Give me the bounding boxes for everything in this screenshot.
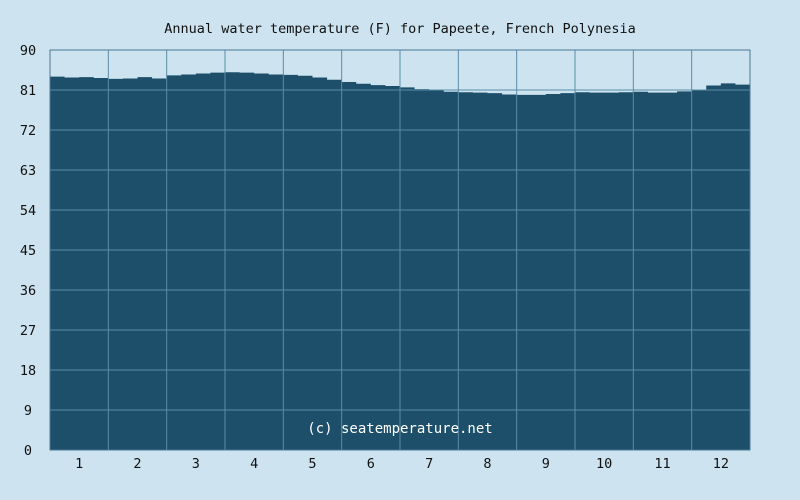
y-tick-label: 54 [20, 203, 36, 219]
x-tick-label: 6 [367, 456, 375, 472]
y-tick-label: 63 [20, 163, 36, 179]
x-tick-label: 10 [596, 456, 612, 472]
x-tick-label: 11 [654, 456, 670, 472]
x-tick-label: 7 [425, 456, 433, 472]
y-tick-label: 90 [20, 43, 36, 59]
x-tick-label: 5 [308, 456, 316, 472]
y-tick-label: 0 [24, 443, 32, 459]
x-tick-label: 8 [483, 456, 491, 472]
y-tick-label: 72 [20, 123, 36, 139]
y-tick-label: 27 [20, 323, 36, 339]
y-tick-label: 81 [20, 83, 36, 99]
chart-title: Annual water temperature (F) for Papeete… [164, 21, 635, 37]
x-tick-label: 1 [75, 456, 83, 472]
watermark-credit: (c) seatemperature.net [307, 421, 492, 437]
plot-frame [49, 49, 751, 451]
x-tick-label: 2 [133, 456, 141, 472]
x-tick-label: 3 [192, 456, 200, 472]
y-tick-label: 45 [20, 243, 36, 259]
x-tick-label: 4 [250, 456, 258, 472]
y-tick-label: 18 [20, 363, 36, 379]
y-tick-label: 9 [24, 403, 32, 419]
x-tick-label: 12 [713, 456, 729, 472]
x-tick-label: 9 [542, 456, 550, 472]
y-tick-label: 36 [20, 283, 36, 299]
